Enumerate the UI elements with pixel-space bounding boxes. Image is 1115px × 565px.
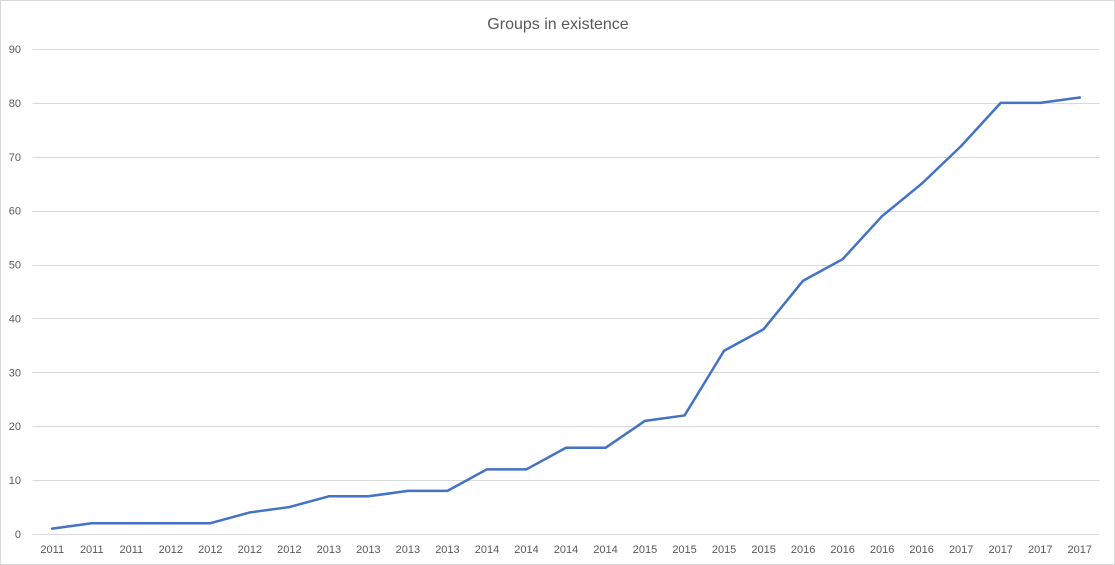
data-point	[327, 495, 331, 498]
data-point	[841, 257, 844, 261]
data-point	[288, 505, 291, 509]
data-point	[485, 468, 489, 471]
data-point	[406, 489, 410, 493]
y-tick-label: 80	[9, 98, 21, 110]
data-point	[367, 495, 370, 498]
data-point	[90, 522, 93, 525]
x-tick-label: 2015	[712, 544, 736, 556]
x-tick-label: 2017	[988, 544, 1012, 556]
x-tick-label: 2016	[909, 544, 933, 556]
chart-title: Groups in existence	[487, 16, 629, 33]
data-point	[604, 446, 607, 449]
x-tick-label: 2011	[40, 544, 64, 556]
x-tick-label: 2014	[554, 544, 578, 556]
x-tick-label: 2011	[80, 544, 104, 556]
x-tick-label: 2011	[119, 544, 143, 556]
x-tick-label: 2013	[435, 544, 459, 556]
y-tick-label: 10	[9, 475, 21, 487]
x-tick-label: 2016	[870, 544, 894, 556]
x-tick-label: 2017	[949, 544, 973, 556]
data-point	[722, 349, 726, 352]
data-point	[801, 279, 805, 282]
data-point	[959, 144, 963, 148]
x-tick-label: 2013	[396, 544, 420, 556]
data-point	[880, 214, 884, 218]
x-tick-label: 2012	[277, 544, 301, 556]
y-tick-label: 0	[15, 529, 21, 541]
data-point	[683, 414, 686, 417]
x-tick-label: 2017	[1067, 544, 1091, 556]
y-tick-label: 40	[9, 313, 21, 325]
data-point	[999, 101, 1002, 105]
data-point	[1039, 101, 1042, 105]
x-tick-label: 2015	[672, 544, 696, 556]
y-tick-label: 30	[9, 367, 21, 379]
x-tick-label: 2014	[475, 544, 499, 556]
data-point	[51, 527, 54, 530]
x-tick-label: 2014	[514, 544, 538, 556]
data-point	[1078, 96, 1081, 99]
data-point	[920, 182, 923, 185]
x-tick-label: 2017	[1028, 544, 1052, 556]
x-tick-label: 2012	[198, 544, 222, 556]
x-tick-label: 2015	[751, 544, 775, 556]
data-point	[762, 328, 765, 331]
y-tick-label: 20	[9, 421, 21, 433]
y-tick-label: 90	[9, 44, 21, 56]
x-tick-label: 2015	[633, 544, 657, 556]
data-point	[564, 446, 568, 449]
x-tick-label: 2016	[830, 544, 854, 556]
y-tick-label: 60	[9, 206, 21, 218]
data-point	[130, 522, 133, 525]
x-tick-label: 2014	[593, 544, 617, 556]
x-axis-labels: 2011 2011 2011 2012 2012 2012 2012 2013 2013 2013…	[40, 544, 1092, 556]
data-point	[169, 522, 173, 525]
data-point	[525, 468, 528, 471]
data-point	[248, 511, 252, 514]
y-axis-labels: 0 10 20 30 40 50 60 70 80 90	[9, 44, 21, 541]
gridlines	[32, 49, 1100, 535]
data-point	[446, 489, 449, 493]
data-point	[209, 522, 212, 525]
plot-area	[51, 96, 1081, 530]
y-tick-label: 70	[9, 152, 21, 164]
x-tick-label: 2013	[356, 544, 380, 556]
x-tick-label: 2016	[791, 544, 815, 556]
data-point	[643, 419, 647, 423]
y-tick-label: 50	[9, 260, 21, 272]
x-tick-label: 2012	[159, 544, 183, 556]
x-tick-label: 2013	[317, 544, 341, 556]
x-tick-label: 2012	[238, 544, 262, 556]
